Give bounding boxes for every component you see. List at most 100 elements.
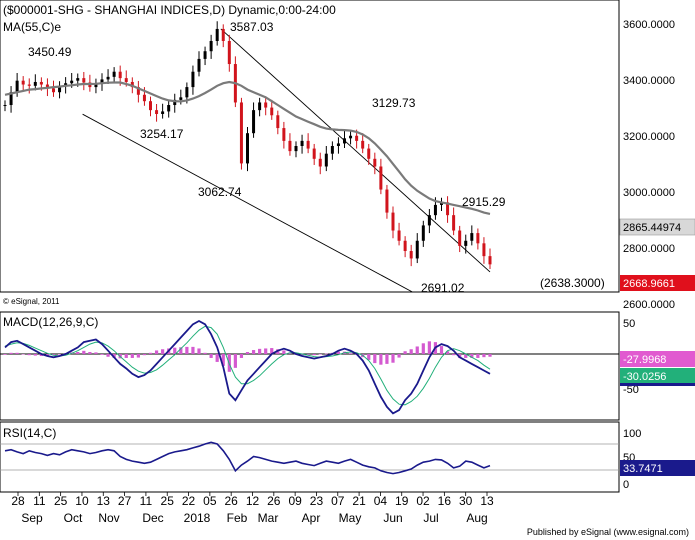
- price-candle-body: [300, 140, 304, 146]
- price-candle-body: [76, 78, 80, 81]
- price-candle-body: [488, 256, 492, 265]
- x-tick-label: 26: [225, 494, 239, 508]
- rsi-value-text: 33.7471: [623, 463, 663, 475]
- macd-histogram-bar: [476, 354, 480, 358]
- x-month-label: Apr: [302, 511, 321, 525]
- macd-histogram-bar: [379, 354, 383, 365]
- macd-layer: [3, 319, 492, 415]
- macd-panel-frame: [0, 311, 620, 421]
- macd-histogram-bar: [367, 354, 371, 360]
- macd-histogram-bar: [403, 351, 407, 354]
- macd-histogram-bar: [179, 347, 183, 354]
- macd-histogram-bar: [185, 346, 189, 354]
- macd-histogram-bar: [245, 352, 250, 354]
- price-candle-body: [227, 40, 231, 65]
- last-price-badge: [620, 275, 695, 291]
- x-tick-label: 22: [182, 494, 196, 508]
- price-candle-body: [318, 158, 322, 167]
- annotation-3450: 3450.49: [28, 45, 72, 59]
- price-candle-body: [215, 28, 219, 41]
- macd-histogram-bar: [397, 354, 401, 358]
- x-tick-label: 13: [480, 494, 494, 508]
- price-candle-body: [82, 78, 86, 83]
- price-candle-body: [446, 202, 450, 216]
- macd-histogram-bar: [415, 346, 419, 354]
- price-candle-body: [464, 240, 468, 246]
- price-candle-body: [27, 84, 31, 86]
- macd-histogram-bar: [94, 352, 98, 354]
- x-month-label: 2018: [184, 511, 211, 525]
- price-candle-body: [197, 58, 201, 72]
- macd-value-upper: -27.9968: [623, 354, 666, 366]
- price-y-tick: 3000.0000: [623, 187, 675, 199]
- price-candle-body: [124, 78, 128, 82]
- macd-histogram-bar: [45, 354, 50, 356]
- rsi-layer: [4, 441, 491, 475]
- macd-histogram-bar: [215, 354, 219, 362]
- macd-histogram-bar: [203, 352, 207, 354]
- x-tick-label: 25: [161, 494, 175, 508]
- rsi-y-tick: 100: [623, 428, 641, 440]
- macd-histogram-bar: [27, 354, 31, 356]
- macd-histogram-bar: [318, 354, 322, 355]
- macd-histogram-bar: [470, 354, 474, 358]
- macd-histogram-bar: [76, 352, 80, 354]
- macd-histogram-bar: [306, 354, 310, 356]
- macd-histogram-bar: [239, 354, 244, 358]
- macd-histogram-bar: [148, 352, 153, 354]
- x-month-label: Nov: [98, 511, 119, 525]
- macd-histogram-bar: [112, 354, 116, 358]
- price-y-axis: 3600.0000 3400.0000 3200.0000 3000.0000 …: [623, 19, 675, 311]
- ma-value-text: 2865.44974: [623, 222, 681, 234]
- price-candle-body: [239, 102, 243, 164]
- price-candle-body: [470, 233, 474, 241]
- macd-histogram-bar: [191, 346, 195, 354]
- price-candle-body: [118, 71, 122, 79]
- x-month-label: Dec: [142, 511, 163, 525]
- macd-histogram-bar: [233, 354, 237, 368]
- price-candle-body: [415, 240, 419, 259]
- price-candle-body: [476, 233, 480, 244]
- price-candle-body: [142, 94, 146, 102]
- price-candle-body: [258, 102, 262, 111]
- price-candle-body: [270, 107, 274, 116]
- x-tick-label: 04: [374, 494, 388, 508]
- price-candle-body: [15, 80, 19, 93]
- price-candle-body: [221, 28, 225, 41]
- annotation-3254: 3254.17: [140, 127, 184, 141]
- price-candle-body: [70, 80, 74, 84]
- price-candle-body: [355, 135, 359, 141]
- x-tick-label: 21: [352, 494, 366, 508]
- macd-histogram-bar: [130, 354, 134, 358]
- macd-histogram-bar: [136, 354, 140, 358]
- ma-line: [4, 80, 491, 215]
- price-candle-body: [64, 83, 68, 86]
- price-candle-body: [379, 166, 383, 190]
- price-candle-body: [39, 81, 43, 85]
- price-candle-body: [421, 225, 425, 241]
- price-candle-body: [294, 146, 298, 152]
- macd-histogram-bar: [39, 354, 43, 356]
- x-tick-label: 25: [54, 494, 68, 508]
- price-candle-body: [361, 140, 365, 149]
- macd-histogram-bar: [391, 354, 395, 363]
- price-candle-body: [349, 135, 353, 139]
- macd-histogram-bar: [9, 352, 13, 354]
- macd-histogram-bar: [488, 354, 492, 357]
- price-y-tick: 3600.0000: [623, 19, 675, 31]
- price-candle-body: [52, 88, 55, 93]
- price-candle-body: [288, 140, 292, 152]
- macd-histogram-bar: [197, 348, 201, 354]
- ma-label: MA(55,C)e: [3, 20, 61, 34]
- rsi-y-tick: 0: [623, 479, 629, 491]
- x-tick-label: 13: [97, 494, 111, 508]
- macd-histogram-bar: [124, 354, 128, 358]
- price-candle-body: [33, 81, 37, 86]
- rsi-value-badge: [620, 460, 695, 476]
- x-tick-label: 19: [395, 494, 409, 508]
- price-candle-body: [21, 80, 25, 85]
- macd-histogram-bar: [173, 347, 177, 354]
- x-month-label: Feb: [227, 511, 248, 525]
- macd-histogram-bar: [452, 354, 456, 356]
- macd-histogram-bar: [300, 354, 304, 356]
